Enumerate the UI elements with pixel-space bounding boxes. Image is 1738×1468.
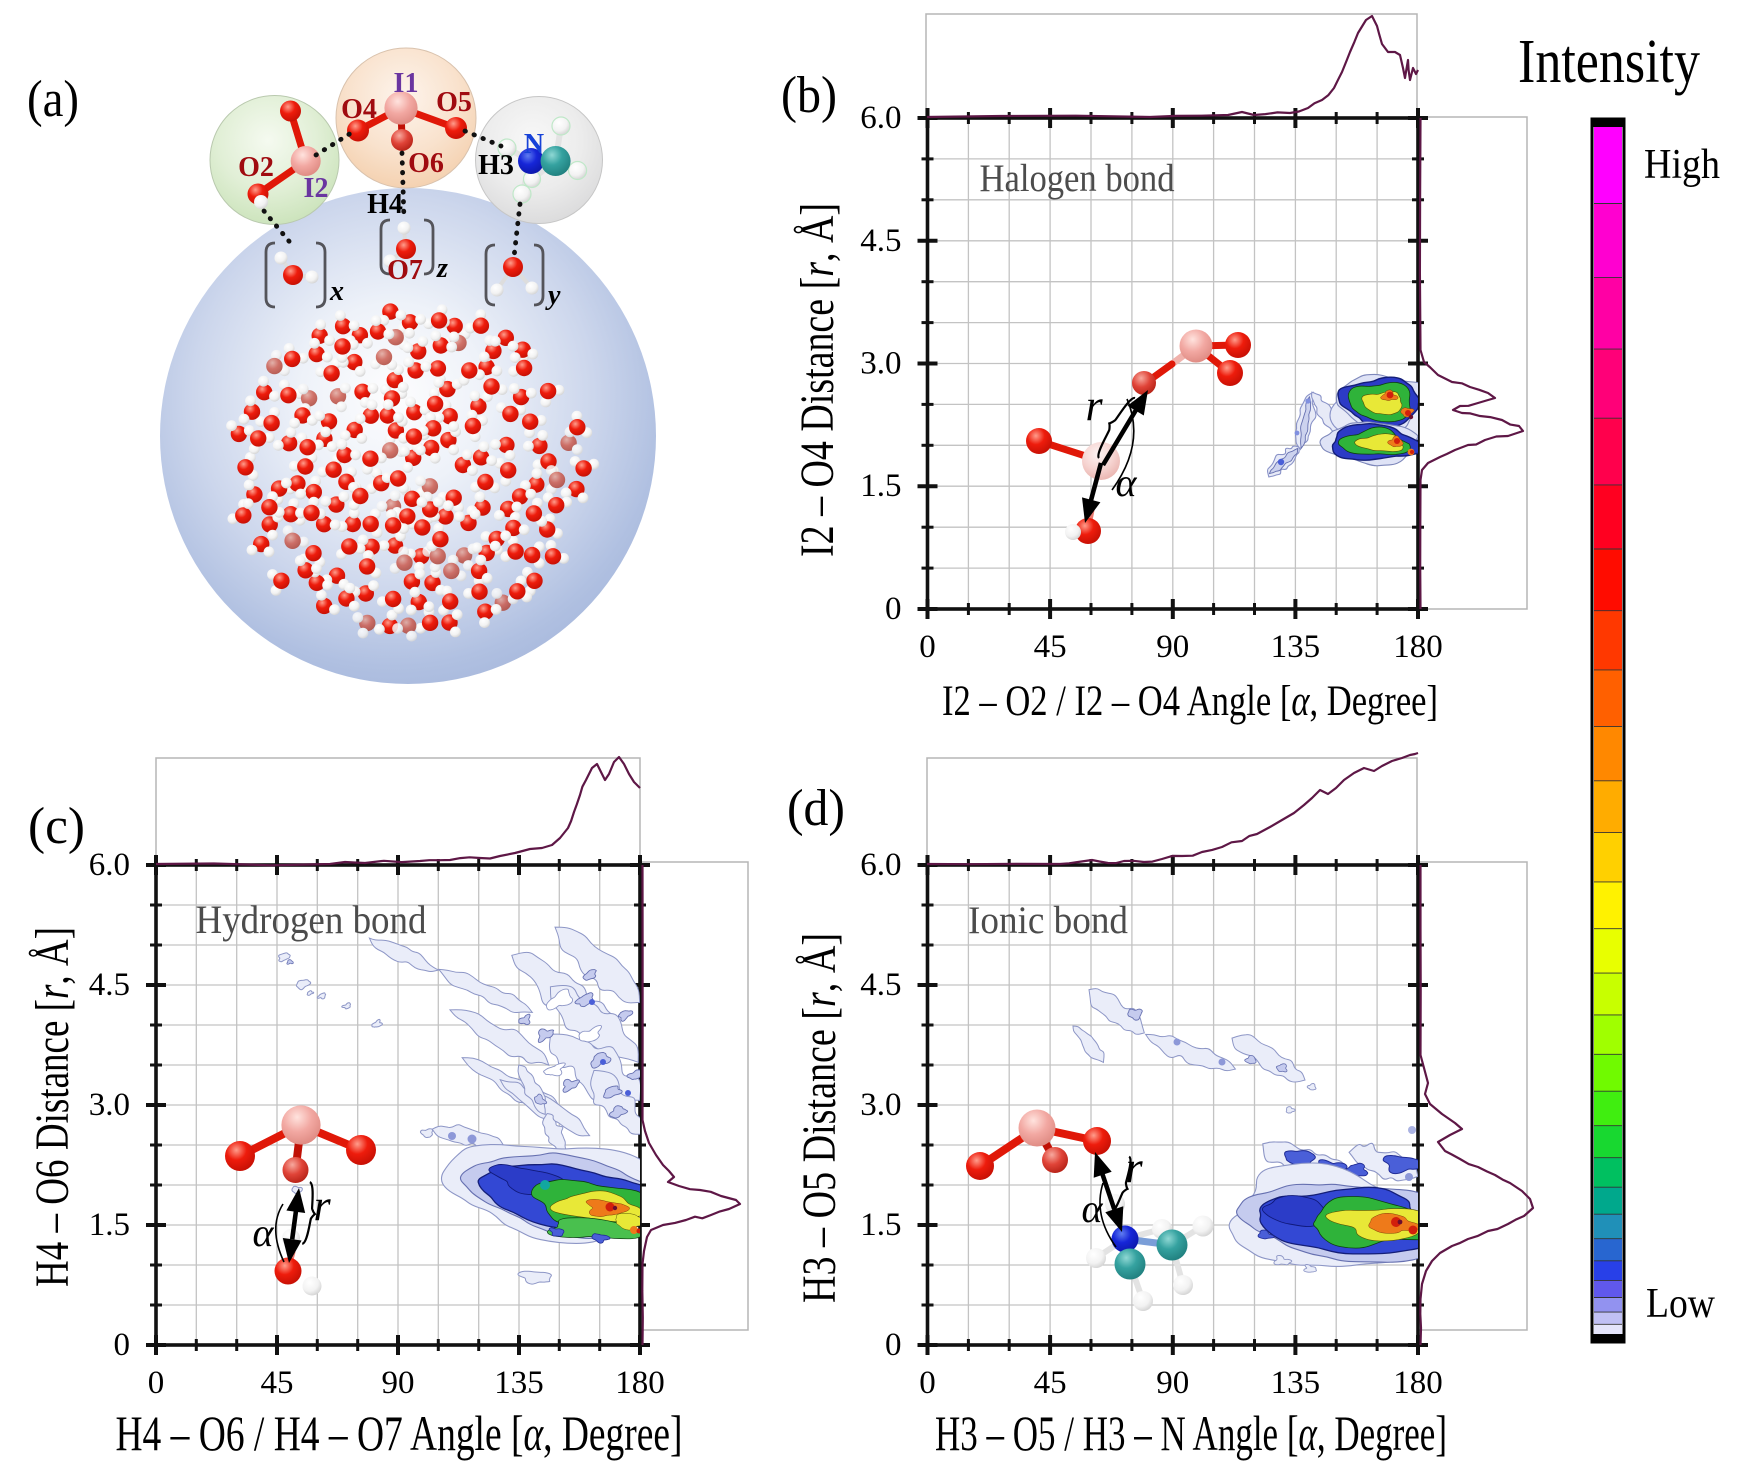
svg-text:6.0: 6.0 (89, 847, 130, 883)
svg-text:α: α (1082, 1186, 1104, 1231)
svg-text:Intensity: Intensity (1518, 28, 1700, 96)
svg-text:6.0: 6.0 (860, 847, 901, 883)
svg-text:α: α (1116, 460, 1138, 505)
svg-text:135: 135 (1271, 629, 1321, 665)
svg-text:H4: H4 (367, 189, 403, 220)
svg-text:1.5: 1.5 (89, 1207, 130, 1243)
svg-text:r: r (1085, 381, 1103, 430)
svg-text:r: r (1125, 1143, 1143, 1192)
svg-text:Low: Low (1646, 1281, 1716, 1327)
svg-text:3.0: 3.0 (89, 1087, 130, 1123)
svg-text:180: 180 (1393, 1365, 1443, 1401)
svg-text:135: 135 (494, 1365, 544, 1401)
svg-text:180: 180 (615, 1365, 665, 1401)
svg-text:45: 45 (1034, 629, 1067, 665)
svg-text:45: 45 (261, 1365, 294, 1401)
svg-text:0: 0 (885, 1327, 902, 1363)
svg-text:I1: I1 (394, 68, 419, 99)
svg-text:Ionic bond: Ionic bond (968, 899, 1128, 942)
svg-text:4.5: 4.5 (860, 967, 901, 1003)
svg-text:z: z (436, 253, 448, 284)
svg-text:(d): (d) (787, 780, 845, 837)
svg-text:90: 90 (1156, 1365, 1189, 1401)
svg-text:H4 – O6 Distance [r, Å]: H4 – O6 Distance [r, Å] (26, 927, 79, 1287)
svg-text:0: 0 (114, 1327, 131, 1363)
svg-text:1.5: 1.5 (860, 1207, 901, 1243)
svg-text:H3 – O5 Distance [r, Å]: H3 – O5 Distance [r, Å] (793, 933, 846, 1303)
svg-text:90: 90 (1156, 629, 1189, 665)
svg-text:0: 0 (919, 1365, 936, 1401)
svg-text:H3: H3 (478, 150, 514, 181)
svg-text:High: High (1644, 142, 1720, 188)
svg-text:4.5: 4.5 (89, 967, 130, 1003)
svg-text:Halogen bond: Halogen bond (980, 157, 1175, 200)
svg-text:(b): (b) (781, 67, 837, 124)
svg-text:y: y (545, 280, 561, 311)
svg-text:H4 – O6 / H4 – O7 Angle [α, De: H4 – O6 / H4 – O7 Angle [α, Degree] (116, 1405, 683, 1461)
svg-text:0: 0 (148, 1365, 165, 1401)
svg-text:O6: O6 (408, 148, 444, 179)
svg-text:4.5: 4.5 (860, 223, 901, 259)
svg-text:O5: O5 (436, 87, 472, 118)
svg-text:1.5: 1.5 (860, 468, 901, 504)
svg-text:135: 135 (1271, 1365, 1321, 1401)
svg-text:45: 45 (1034, 1365, 1067, 1401)
svg-text:O4: O4 (341, 94, 377, 125)
svg-text:I2 – O4 Distance [r, Å]: I2 – O4 Distance [r, Å] (791, 203, 844, 557)
svg-text:N: N (524, 129, 544, 160)
svg-text:0: 0 (919, 629, 936, 665)
svg-text:x: x (329, 276, 344, 307)
svg-text:6.0: 6.0 (860, 100, 901, 136)
svg-text:(c): (c) (28, 798, 85, 855)
svg-text:O2: O2 (238, 152, 274, 183)
svg-text:I2: I2 (304, 173, 329, 204)
svg-text:O7: O7 (387, 255, 423, 286)
svg-text:α: α (253, 1210, 275, 1255)
svg-text:I2 – O2 / I2 – O4 Angle [α, De: I2 – O2 / I2 – O4 Angle [α, Degree] (942, 678, 1438, 725)
svg-text:90: 90 (382, 1365, 415, 1401)
svg-text:3.0: 3.0 (860, 1087, 901, 1123)
svg-text:r: r (313, 1181, 331, 1230)
svg-text:Hydrogen bond: Hydrogen bond (196, 897, 427, 942)
svg-text:3.0: 3.0 (860, 346, 901, 382)
svg-text:0: 0 (885, 591, 902, 627)
svg-text:(a): (a) (27, 71, 79, 128)
svg-text:180: 180 (1393, 629, 1443, 665)
svg-text:H3 – O5 / H3 – N Angle [α, Deg: H3 – O5 / H3 – N Angle [α, Degree] (935, 1405, 1447, 1461)
